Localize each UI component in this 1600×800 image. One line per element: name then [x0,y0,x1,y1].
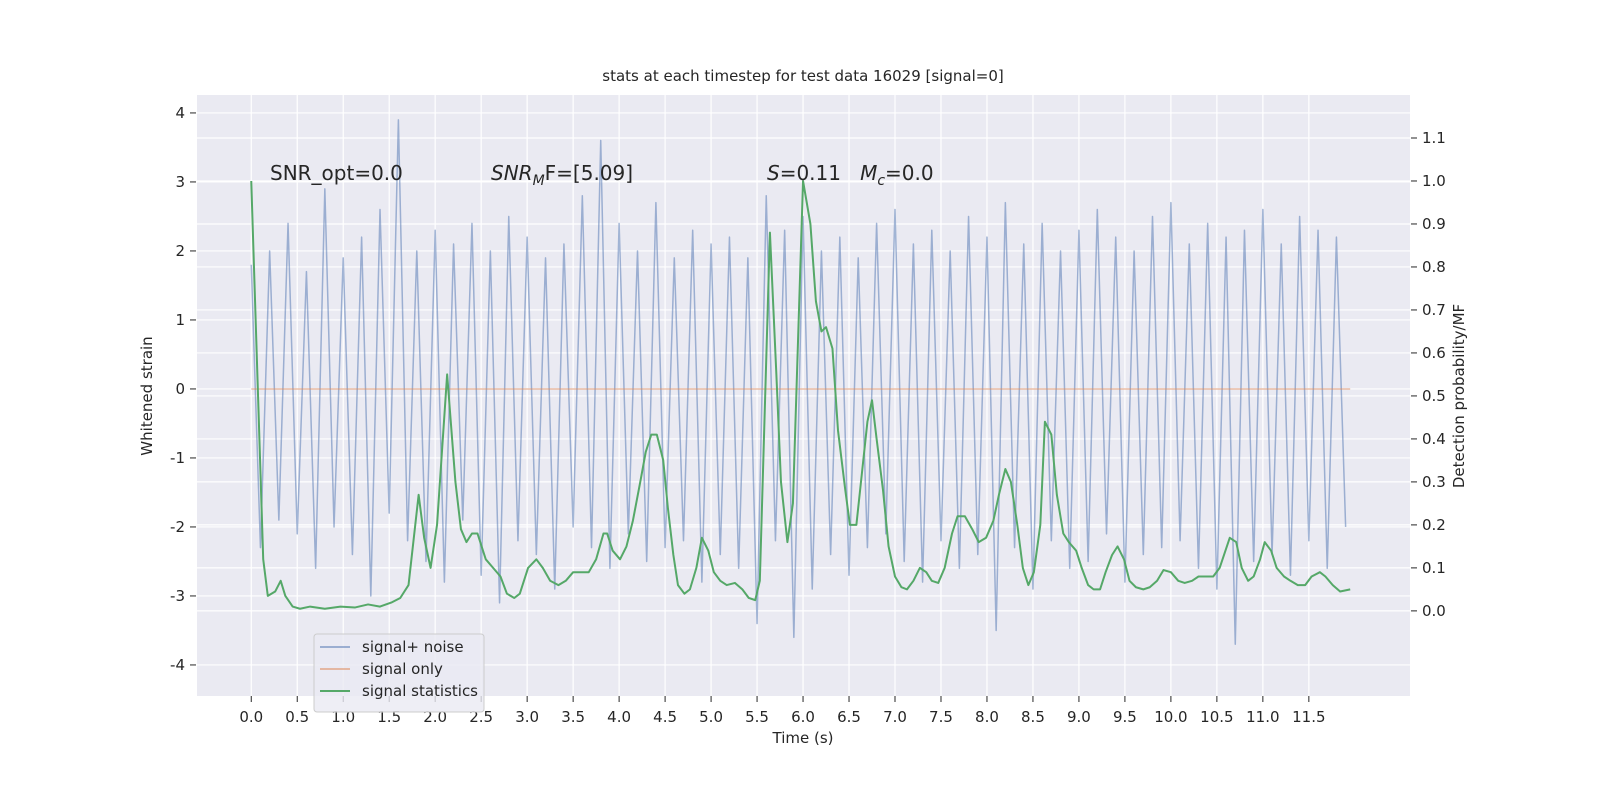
annotation-part: F=[5.09] [545,161,633,185]
annotation-part: S [767,161,780,185]
series-line [250,119,1347,645]
y-tick-label: 1 [175,311,185,329]
y-tick-label: 3 [175,173,185,191]
y2-tick-label: 0.3 [1422,473,1446,491]
y2-tick-label: 0.5 [1422,387,1446,405]
annotation: S=0.11 Mc=0.0 [767,161,934,189]
annotation: SNRMF=[5.09] [491,161,633,189]
x-tick-label: 11.0 [1246,708,1279,726]
x-tick-label: 3.5 [561,708,585,726]
y2-tick-label: 0.4 [1422,430,1446,448]
y-tick-label: -1 [170,449,185,467]
x-tick-label: 6.5 [837,708,861,726]
y-axis-label: Whitened strain [138,336,156,455]
x-tick-label: 10.0 [1154,708,1187,726]
axes: 0.0 0.5 1.0 1.5 2.0 2.5 3.0 3.5 4.0 4.5 5.0 5.5 6.0 6… [170,104,1446,726]
y2-tick-label: 1.1 [1422,129,1446,147]
y2-tick-label: 1.0 [1422,172,1446,190]
y-tick-label: -4 [170,656,185,674]
annotation-part: SNR [491,161,533,185]
y-tick-label: -2 [170,518,185,536]
annotation-part: SNR_opt=0.0 [270,161,403,185]
annotation-part: M [533,173,545,189]
chart-title: stats at each timestep for test data 160… [602,67,1003,85]
x-tick-label: 4.5 [653,708,677,726]
x-tick-label: 5.5 [745,708,769,726]
x-tick-label: 7.0 [883,708,907,726]
x-tick-label: 0.5 [285,708,309,726]
x-tick-label: 8.0 [975,708,999,726]
legend-label: signal only [362,660,443,678]
legend-label: signal+ noise [362,638,464,656]
y-tick-label: -3 [170,587,185,605]
x-tick-label: 9.5 [1113,708,1137,726]
annotation-part: c [877,173,885,189]
legend-box [313,633,485,713]
y-tick-label: 2 [175,242,185,260]
y2-tick-label: 0.8 [1422,258,1446,276]
y-tick-label: 0 [175,380,185,398]
y2-tick-label: 0.9 [1422,215,1446,233]
series-line [250,179,1351,610]
x-tick-label: 5.0 [699,708,723,726]
x-tick-label: 4.0 [607,708,631,726]
x-tick-label: 0.0 [239,708,263,726]
x-tick-label: 6.0 [791,708,815,726]
annotation: SNR_opt=0.0 [270,161,403,185]
grid [197,95,1410,696]
annotation-part: =0.0 [885,161,934,185]
y2-tick-label: 0.7 [1422,301,1446,319]
x-tick-label: 9.0 [1067,708,1091,726]
x-tick-label: 11.5 [1292,708,1325,726]
x-tick-label: 3.0 [515,708,539,726]
annotation-part: =0.11 [780,161,860,185]
x-tick-label: 7.5 [929,708,953,726]
annotation-part: M [860,161,877,185]
legend-label: signal statistics [362,682,478,700]
y2-tick-label: 0.6 [1422,344,1446,362]
x-tick-label: 10.5 [1200,708,1233,726]
y-tick-label: 4 [175,104,185,122]
y2-tick-label: 0.1 [1422,559,1446,577]
x-tick-label: 8.5 [1021,708,1045,726]
y2-tick-label: 0.0 [1422,602,1446,620]
marks [250,119,1351,645]
y2-axis-label: Detection probability/MF [1450,304,1468,488]
x-axis-label: Time (s) [772,729,834,747]
y2-tick-label: 0.2 [1422,516,1446,534]
